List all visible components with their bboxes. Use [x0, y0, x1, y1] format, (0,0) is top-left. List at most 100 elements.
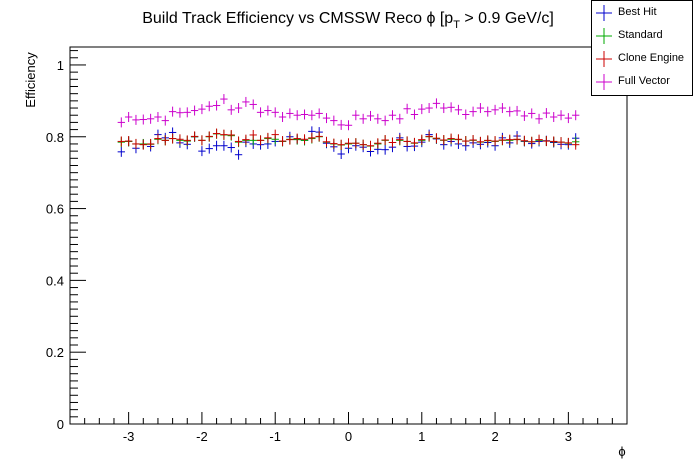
data-point	[484, 135, 492, 146]
data-point	[520, 135, 529, 146]
data-point	[337, 139, 345, 150]
data-point	[418, 104, 426, 115]
data-point	[249, 129, 257, 140]
data-point	[498, 103, 507, 114]
data-point	[190, 131, 199, 142]
data-point	[381, 115, 389, 126]
data-point	[322, 136, 331, 147]
data-point	[154, 133, 162, 144]
data-point	[300, 109, 309, 120]
data-point	[124, 136, 133, 147]
data-point	[286, 134, 294, 145]
data-point	[256, 107, 265, 118]
data-point	[388, 110, 397, 121]
data-point	[330, 138, 338, 149]
data-point	[550, 136, 558, 147]
data-point	[212, 140, 221, 151]
data-point	[557, 110, 565, 121]
data-point	[388, 137, 397, 148]
legend-item: Standard	[592, 25, 692, 47]
data-point	[498, 134, 507, 145]
data-point	[161, 135, 169, 146]
data-point	[337, 148, 345, 159]
data-point	[293, 110, 301, 121]
data-point	[440, 103, 448, 114]
data-point	[183, 135, 191, 146]
data-point	[190, 105, 199, 116]
data-point	[308, 132, 316, 143]
data-point	[506, 134, 514, 145]
data-point	[469, 134, 477, 145]
data-point	[132, 114, 140, 125]
data-point	[550, 112, 558, 123]
data-point	[557, 137, 565, 148]
data-point	[234, 103, 243, 114]
data-point	[227, 142, 235, 153]
data-point	[447, 102, 455, 113]
legend-marker-icon	[596, 51, 612, 67]
axis-ticks: -3 -2 -1 0 1 2 3 0 0.2 0.4 0.6 0.8 1	[46, 50, 628, 444]
data-point	[220, 129, 228, 140]
data-point	[359, 113, 367, 124]
data-point	[271, 129, 279, 140]
data-point	[168, 133, 177, 144]
legend: Best Hit Standard Clone Engine Full Vector	[591, 0, 693, 96]
data-point	[352, 138, 360, 149]
data-point	[198, 104, 206, 115]
data-point	[234, 136, 243, 147]
data-point	[308, 110, 316, 121]
data-point	[572, 139, 580, 150]
data-point	[344, 138, 353, 149]
data-point	[564, 113, 573, 124]
data-point	[227, 104, 235, 115]
data-point	[462, 109, 470, 120]
data-point	[117, 117, 125, 128]
data-point	[410, 137, 419, 148]
data-point	[212, 128, 221, 139]
data-point	[220, 140, 228, 151]
data-point	[418, 134, 426, 145]
y-tick-label: 0	[57, 417, 64, 432]
x-tick-label: 1	[418, 429, 425, 444]
data-point	[564, 137, 573, 148]
x-axis-label: ϕ	[618, 444, 625, 459]
y-tick-label: 0.2	[46, 345, 64, 360]
data-point	[352, 110, 360, 121]
x-tick-label: -3	[123, 429, 135, 444]
data-point	[410, 109, 419, 120]
data-point	[205, 101, 213, 112]
data-point	[381, 134, 389, 145]
data-point	[513, 105, 521, 116]
legend-item: Clone Engine	[592, 48, 692, 70]
data-point	[484, 106, 492, 117]
legend-label: Clone Engine	[618, 52, 685, 64]
x-tick-label: -2	[196, 429, 208, 444]
data-point	[366, 110, 375, 121]
data-point	[176, 134, 184, 145]
data-point	[212, 100, 221, 111]
series-clone-engine	[117, 128, 580, 151]
chart-title: Build Track Efficiency vs CMSSW Reco ϕ […	[142, 10, 554, 31]
data-point	[396, 113, 404, 124]
x-tick-label: 0	[345, 429, 352, 444]
data-point	[520, 110, 529, 121]
data-point	[359, 139, 367, 150]
data-point	[366, 140, 375, 151]
data-point	[293, 133, 301, 144]
data-point	[440, 134, 448, 145]
data-point	[300, 134, 309, 145]
data-point	[432, 98, 441, 109]
data-point	[528, 136, 536, 147]
legend-label: Full Vector	[618, 75, 670, 87]
data-point	[403, 136, 411, 147]
data-point	[454, 104, 463, 115]
data-point	[425, 103, 433, 114]
data-point	[249, 99, 257, 110]
legend-marker-icon	[596, 28, 612, 44]
data-point	[132, 138, 140, 149]
data-point	[491, 104, 499, 115]
data-markers	[117, 94, 580, 160]
data-point	[513, 134, 521, 145]
x-tick-label: 2	[491, 429, 498, 444]
